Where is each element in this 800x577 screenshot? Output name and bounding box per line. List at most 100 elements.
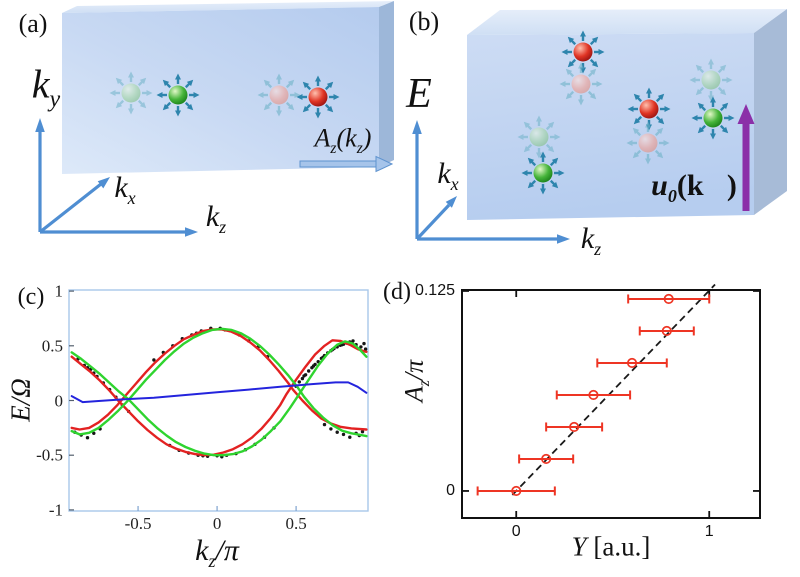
spin-arrow-head	[721, 126, 729, 134]
band-state-pink-faded	[559, 62, 603, 106]
errorbar-point	[545, 421, 604, 433]
d-ylabel: Az/π	[400, 360, 433, 402]
spin-arrow-head	[664, 106, 671, 112]
sphere	[638, 133, 658, 153]
kz-axis-arrowhead	[185, 227, 198, 237]
kz-sub: z	[219, 217, 227, 237]
kz-base: k	[205, 200, 220, 233]
e-axis-label: E	[406, 71, 432, 117]
band-state-green	[691, 96, 735, 140]
spin-arrow-head	[536, 115, 542, 122]
data-marker	[663, 293, 674, 305]
panel-b-axes	[412, 120, 570, 244]
spin-arrow-head	[109, 90, 116, 96]
spin-arrow-head	[139, 77, 147, 85]
plot-frame	[461, 289, 761, 519]
spin-arrow-head	[257, 92, 264, 98]
d-x-tick-label: 1	[704, 523, 714, 540]
spin-arrow-head	[656, 127, 664, 135]
band-state-green-faded	[517, 115, 561, 159]
scatter-dot	[322, 422, 327, 427]
spin-arrow-head	[540, 188, 546, 195]
kx-axis-arrowhead	[97, 177, 110, 189]
spin-arrow-head	[598, 49, 605, 55]
spin-arrow-head	[561, 49, 568, 55]
spin-arrow-head	[646, 87, 652, 94]
c-y-tick-label: 0.5	[41, 336, 63, 356]
spin-arrow-head	[710, 96, 716, 103]
d-y-tick-label: 0	[446, 481, 455, 499]
spin-arrow-head	[333, 94, 340, 100]
spin-arrow-head	[565, 68, 573, 76]
d-x-tick-label: 0	[511, 523, 521, 540]
spin-arrow-head	[326, 105, 334, 113]
spin-arrow-head	[596, 81, 603, 87]
kx-base: k	[114, 171, 128, 204]
sphere	[573, 42, 593, 62]
data-marker	[588, 389, 599, 401]
spin-arrow-head	[527, 181, 535, 189]
drive-arrow-shaft	[742, 122, 750, 211]
sphere	[703, 108, 723, 128]
kx-axis-b-label: kx	[437, 159, 458, 194]
series-green-band-B	[70, 327, 368, 438]
kzb-sub: z	[594, 239, 602, 259]
scatter-dot	[92, 431, 96, 435]
spin-arrow-head	[527, 157, 535, 165]
spin-arrow-head	[708, 95, 714, 102]
pumping-plot	[461, 283, 761, 519]
sphere	[639, 99, 659, 119]
spin-arrow-head	[567, 60, 575, 68]
ky-axis-arrowhead	[35, 118, 45, 132]
spin-arrow-head	[657, 93, 665, 101]
kx-axis-b-arrowhead	[445, 196, 457, 208]
spin-arrow-head	[578, 62, 584, 69]
c-y-tick-label: 0	[54, 391, 64, 410]
band-state-pink-faded	[257, 73, 301, 117]
c-xlabel-sub: z	[208, 551, 216, 571]
spin-arrow-head	[287, 103, 295, 111]
scatter-dot	[85, 436, 90, 440]
errorbar-point	[596, 357, 668, 369]
spin-arrow-head	[263, 79, 271, 87]
spin-arrow-head	[697, 126, 705, 134]
spin-arrow-head	[536, 152, 542, 159]
spin-arrow-head	[697, 102, 705, 110]
spin-arrow-head	[554, 134, 561, 140]
kz-axis-label: kz	[205, 200, 227, 237]
spin-arrow-head	[276, 110, 282, 117]
spin-arrow-head	[551, 157, 559, 165]
gauge-field-arrow	[299, 155, 394, 173]
spin-arrow-head	[156, 92, 163, 98]
d-xlabel: Y [a.u.]	[572, 533, 651, 561]
spin-arrow-head	[315, 112, 321, 119]
data-marker	[626, 357, 638, 369]
spin-arrow-head	[302, 81, 310, 89]
spin-arrow-head	[580, 30, 586, 37]
band-state-pink-faded	[626, 121, 670, 165]
c-ylabel: E/Ω	[5, 378, 36, 422]
spin-arrow-head	[547, 121, 555, 129]
spin-arrow-head	[175, 110, 181, 117]
c-y-tick-label: -1	[48, 500, 63, 520]
spin-arrow-head	[186, 103, 194, 111]
panel-a-spheres	[109, 71, 340, 119]
drive-paren-open: (	[676, 169, 687, 202]
spin-arrow-head	[162, 103, 170, 111]
spin-arrow-head	[517, 134, 524, 140]
spin-arrow-head	[627, 106, 634, 112]
scatter-dot	[362, 341, 366, 346]
spin-arrow-head	[296, 94, 303, 100]
panel-a-axes	[35, 118, 198, 237]
drive-paren-close: )	[726, 169, 737, 202]
spin-arrow-head	[633, 117, 641, 125]
spin-arrow-head	[128, 108, 134, 115]
spin-arrow-head	[276, 73, 282, 80]
spin-arrow-head	[294, 92, 301, 98]
sphere	[701, 70, 721, 90]
slab-top-face	[62, 1, 394, 13]
spin-arrow-head	[193, 92, 200, 98]
band-state-green	[156, 73, 200, 117]
band-state-green	[521, 151, 565, 195]
